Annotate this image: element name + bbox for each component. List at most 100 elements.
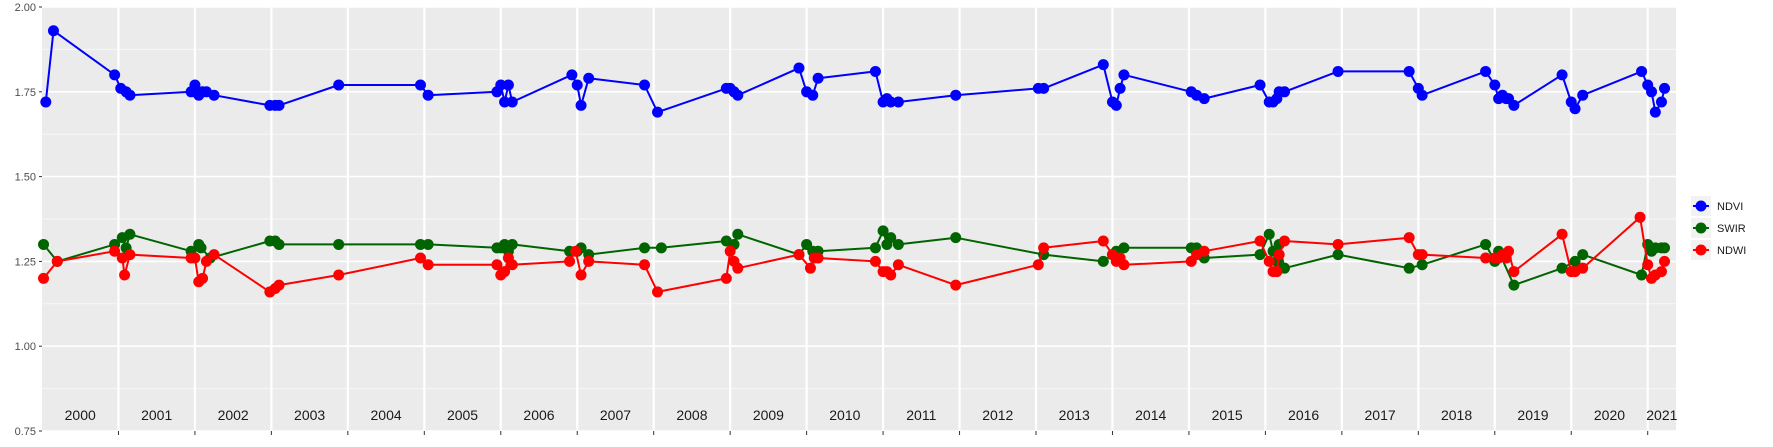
y-tick-label: 1.00 (15, 341, 36, 353)
data-point-ndvi (1649, 106, 1661, 118)
data-point-swir (1508, 279, 1520, 291)
data-point-ndvi (1198, 93, 1210, 105)
data-point-ndwi (564, 255, 576, 267)
data-point-swir (885, 232, 897, 244)
data-point-ndvi (502, 79, 514, 91)
data-point-ndwi (208, 249, 220, 261)
data-point-ndwi (1254, 235, 1266, 247)
y-tick-label: 1.50 (15, 172, 36, 184)
data-point-ndvi (1577, 89, 1589, 101)
data-point-ndwi (506, 259, 518, 271)
data-point-ndwi (1480, 252, 1492, 264)
data-point-ndwi (1198, 245, 1210, 257)
data-point-ndvi (639, 79, 651, 91)
data-point-ndvi (652, 106, 664, 118)
data-point-ndvi (793, 62, 805, 74)
data-point-ndwi (1577, 262, 1589, 274)
year-label-2006: 2006 (523, 407, 554, 423)
data-point-ndwi (38, 272, 50, 284)
data-point-ndwi (1097, 235, 1109, 247)
year-label-2013: 2013 (1059, 407, 1090, 423)
data-point-ndwi (1508, 266, 1520, 278)
data-point-ndvi (189, 79, 201, 91)
year-label-2009: 2009 (753, 407, 784, 423)
data-point-ndwi (200, 255, 212, 267)
year-label-2014: 2014 (1135, 407, 1166, 423)
data-point-swir (869, 242, 881, 254)
data-point-ndvi (583, 72, 595, 84)
data-point-ndvi (732, 89, 744, 101)
data-point-ndwi (639, 259, 651, 271)
y-tick-label: 0.75 (15, 426, 36, 438)
data-point-ndvi (1416, 89, 1428, 101)
data-point-swir (333, 238, 345, 250)
data-point-ndwi (109, 245, 121, 257)
data-point-swir (1569, 255, 1581, 267)
data-point-ndwi (1642, 259, 1654, 271)
data-point-ndvi (812, 72, 824, 84)
data-point-ndvi (109, 69, 121, 81)
year-label-2017: 2017 (1365, 407, 1396, 423)
data-point-swir (892, 238, 904, 250)
year-label-2020: 2020 (1594, 407, 1625, 423)
data-point-ndwi (1118, 259, 1130, 271)
year-label-2008: 2008 (676, 407, 707, 423)
data-point-ndwi (333, 269, 345, 281)
data-point-swir (1577, 249, 1589, 261)
legend-key-point-ndwi (1695, 244, 1707, 256)
data-point-ndwi (732, 262, 744, 274)
year-label-2005: 2005 (447, 407, 478, 423)
data-point-ndwi (1556, 228, 1568, 240)
legend-label-ndwi: NDWI (1717, 245, 1746, 257)
data-point-swir (124, 228, 136, 240)
y-tick-label: 1.75 (15, 87, 36, 99)
data-point-ndwi (1403, 232, 1415, 244)
data-point-swir (1480, 238, 1492, 250)
year-label-2021: 2021 (1646, 407, 1677, 423)
data-point-ndvi (1646, 86, 1658, 98)
data-point-ndwi (51, 255, 63, 267)
data-point-ndvi (495, 79, 507, 91)
year-label-2018: 2018 (1441, 407, 1472, 423)
data-point-ndvi (869, 65, 881, 77)
data-point-ndwi (720, 272, 732, 284)
data-point-ndvi (273, 99, 285, 111)
y-tick-label: 1.25 (15, 256, 36, 268)
data-point-swir (639, 242, 651, 254)
year-label-2019: 2019 (1517, 407, 1548, 423)
data-point-ndvi (1508, 99, 1520, 111)
data-point-ndvi (422, 89, 434, 101)
year-label-2011: 2011 (906, 407, 936, 423)
data-point-ndwi (950, 279, 962, 291)
data-point-swir (1097, 255, 1109, 267)
data-point-ndwi (652, 286, 664, 298)
data-point-ndvi (807, 89, 819, 101)
data-point-ndvi (1403, 65, 1415, 77)
data-point-ndwi (422, 259, 434, 271)
data-point-ndvi (1480, 65, 1492, 77)
data-point-ndwi (1271, 266, 1283, 278)
data-point-ndvi (1659, 82, 1671, 94)
data-point-ndvi (1655, 96, 1667, 108)
data-point-ndvi (414, 79, 426, 91)
data-point-swir (1556, 262, 1568, 274)
year-label-2000: 2000 (65, 407, 96, 423)
data-point-ndvi (1279, 86, 1291, 98)
data-point-ndwi (1332, 238, 1344, 250)
data-point-swir (877, 225, 889, 237)
data-point-ndvi (571, 79, 583, 91)
data-point-swir (38, 238, 50, 250)
data-point-ndvi (1118, 69, 1130, 81)
year-label-2016: 2016 (1288, 407, 1319, 423)
data-point-swir (1659, 242, 1671, 254)
data-point-swir (506, 238, 518, 250)
data-point-ndwi (1416, 249, 1428, 261)
data-point-ndwi (189, 252, 201, 264)
data-point-ndwi (583, 255, 595, 267)
data-point-ndvi (499, 96, 511, 108)
data-point-ndwi (812, 252, 824, 264)
data-point-swir (655, 242, 667, 254)
data-point-ndwi (491, 259, 503, 271)
